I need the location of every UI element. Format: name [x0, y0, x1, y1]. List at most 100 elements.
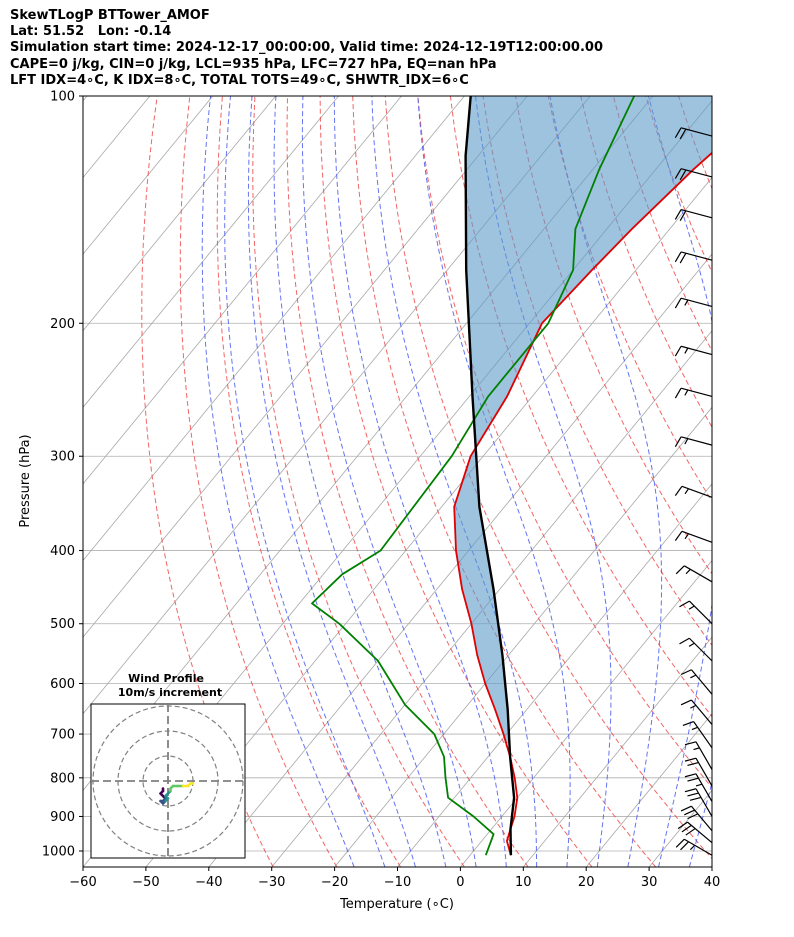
- y-tick-label-400: 400: [50, 544, 75, 559]
- wind-barb: [674, 530, 713, 543]
- barb-staff: [690, 669, 713, 695]
- moist-adiabat: [273, 96, 447, 867]
- title-block: SkewTLogP BTTower_AMOF Lat: 51.52 Lon: -…: [10, 8, 603, 89]
- y-tick-label-200: 200: [50, 317, 75, 332]
- dry-adiabat: [449, 96, 712, 718]
- barb-staff: [690, 805, 713, 832]
- y-tick-label-1000: 1000: [42, 845, 75, 860]
- barb-flag-half: [689, 844, 696, 851]
- y-axis-title: Pressure (hPa): [18, 434, 33, 527]
- y-tick-label-600: 600: [50, 677, 75, 692]
- barb-flag-full: [679, 210, 687, 221]
- isotherm: [397, 483, 712, 867]
- x-tick-label-6: 0: [456, 875, 464, 890]
- dry-adiabat: [710, 96, 712, 100]
- barb-staff: [680, 251, 713, 261]
- x-tick-label-3: −30: [258, 875, 285, 890]
- time-line: Simulation start time: 2024-12-17_00:00:…: [10, 40, 603, 56]
- dry-adiabat: [179, 96, 338, 867]
- barb-staff: [680, 387, 713, 398]
- barb-flag-full: [684, 809, 695, 816]
- barb-staff: [681, 485, 713, 498]
- barb-flag-full: [687, 813, 699, 820]
- x-tick-label-9: 30: [641, 875, 658, 890]
- barb-flag-full: [679, 637, 690, 645]
- barb-flag-half: [685, 568, 691, 575]
- barb-flag-full: [684, 773, 697, 778]
- wind-barb: [679, 637, 713, 662]
- moist-adiabat: [549, 96, 663, 867]
- barb-flag-full: [684, 788, 697, 793]
- x-axis-ticks: −60 −50 −40 −30 −20 −10 0 10 20 30 40: [69, 867, 720, 890]
- x-tick-label-5: −10: [384, 875, 411, 890]
- barb-flag-full: [674, 297, 682, 309]
- isotherm: [83, 96, 402, 485]
- barb-flag-full: [687, 777, 699, 782]
- inset-subtitle: 10m/s increment: [118, 686, 222, 699]
- isotherm: [711, 866, 712, 867]
- temperature-line: [453, 151, 712, 856]
- barb-staff: [680, 168, 713, 178]
- barb-staff: [693, 721, 713, 749]
- x-tick-label-7: 10: [515, 875, 532, 890]
- wind-barb: [680, 699, 713, 725]
- y-tick-label-900: 900: [50, 810, 75, 825]
- wind-barb: [684, 757, 713, 787]
- wind-barb: [682, 721, 713, 749]
- barb-flag-full: [679, 252, 687, 264]
- barb-flag-full: [675, 565, 685, 575]
- x-axis-title: Temperature (∘C): [339, 897, 454, 912]
- barb-flag-full: [687, 761, 699, 767]
- wind-barb: [675, 565, 713, 583]
- isotherm: [271, 330, 712, 867]
- barb-flag-full: [675, 838, 685, 848]
- isotherm: [83, 96, 465, 562]
- dry-adiabat: [286, 96, 529, 867]
- barb-flag-half: [688, 642, 695, 647]
- wind-barb: [674, 345, 713, 357]
- isotherm: [522, 636, 712, 867]
- y-tick-label-300: 300: [50, 450, 75, 465]
- profile-lines: [311, 96, 712, 856]
- barb-flag-full: [674, 251, 682, 263]
- isotherm: [83, 96, 88, 102]
- barb-staff: [680, 127, 713, 137]
- dry-adiabats: [141, 96, 794, 867]
- barb-flag-full: [685, 828, 696, 836]
- barb-flag-full: [680, 669, 692, 676]
- barb-flag-full: [674, 387, 682, 399]
- dry-adiabat: [252, 96, 465, 867]
- moist-adiabat: [301, 96, 477, 867]
- wind-barb: [674, 436, 713, 447]
- pressure-grid: [83, 96, 712, 852]
- barb-flag-full: [679, 128, 687, 140]
- barb-flag-half: [684, 299, 689, 306]
- wind-barb: [674, 127, 713, 140]
- isotherm: [83, 96, 277, 332]
- barb-flag-full: [674, 436, 682, 447]
- dry-adiabat: [776, 96, 794, 867]
- y-tick-label-800: 800: [50, 771, 75, 786]
- barb-flag-full: [682, 721, 694, 727]
- barb-staff: [695, 773, 713, 802]
- wind-barb: [674, 297, 713, 309]
- chart-title: SkewTLogP BTTower_AMOF: [10, 8, 210, 23]
- wind-barb: [684, 788, 713, 817]
- barb-flag-half: [684, 389, 689, 396]
- dry-adiabat: [352, 96, 657, 867]
- barb-flag-full: [674, 209, 682, 220]
- barb-staff: [680, 345, 713, 356]
- convective-params-line: CAPE=0 j/kg, CIN=0 j/kg, LCL=935 hPa, LF…: [10, 56, 497, 72]
- barb-staff: [688, 600, 713, 625]
- hodograph: [91, 704, 245, 858]
- cape-shading: [454, 96, 712, 744]
- barb-flag-full: [680, 699, 692, 706]
- moist-adiabat: [247, 96, 416, 867]
- barb-flag-full: [689, 796, 702, 801]
- wind-barb: [674, 208, 713, 221]
- stability-indices-line: LFT IDX=4∘C, K IDX=8∘C, TOTAL TOTS=49∘C,…: [10, 72, 469, 88]
- barb-staff: [695, 741, 713, 770]
- isotherm: [460, 559, 712, 867]
- wind-barbs: [674, 127, 713, 856]
